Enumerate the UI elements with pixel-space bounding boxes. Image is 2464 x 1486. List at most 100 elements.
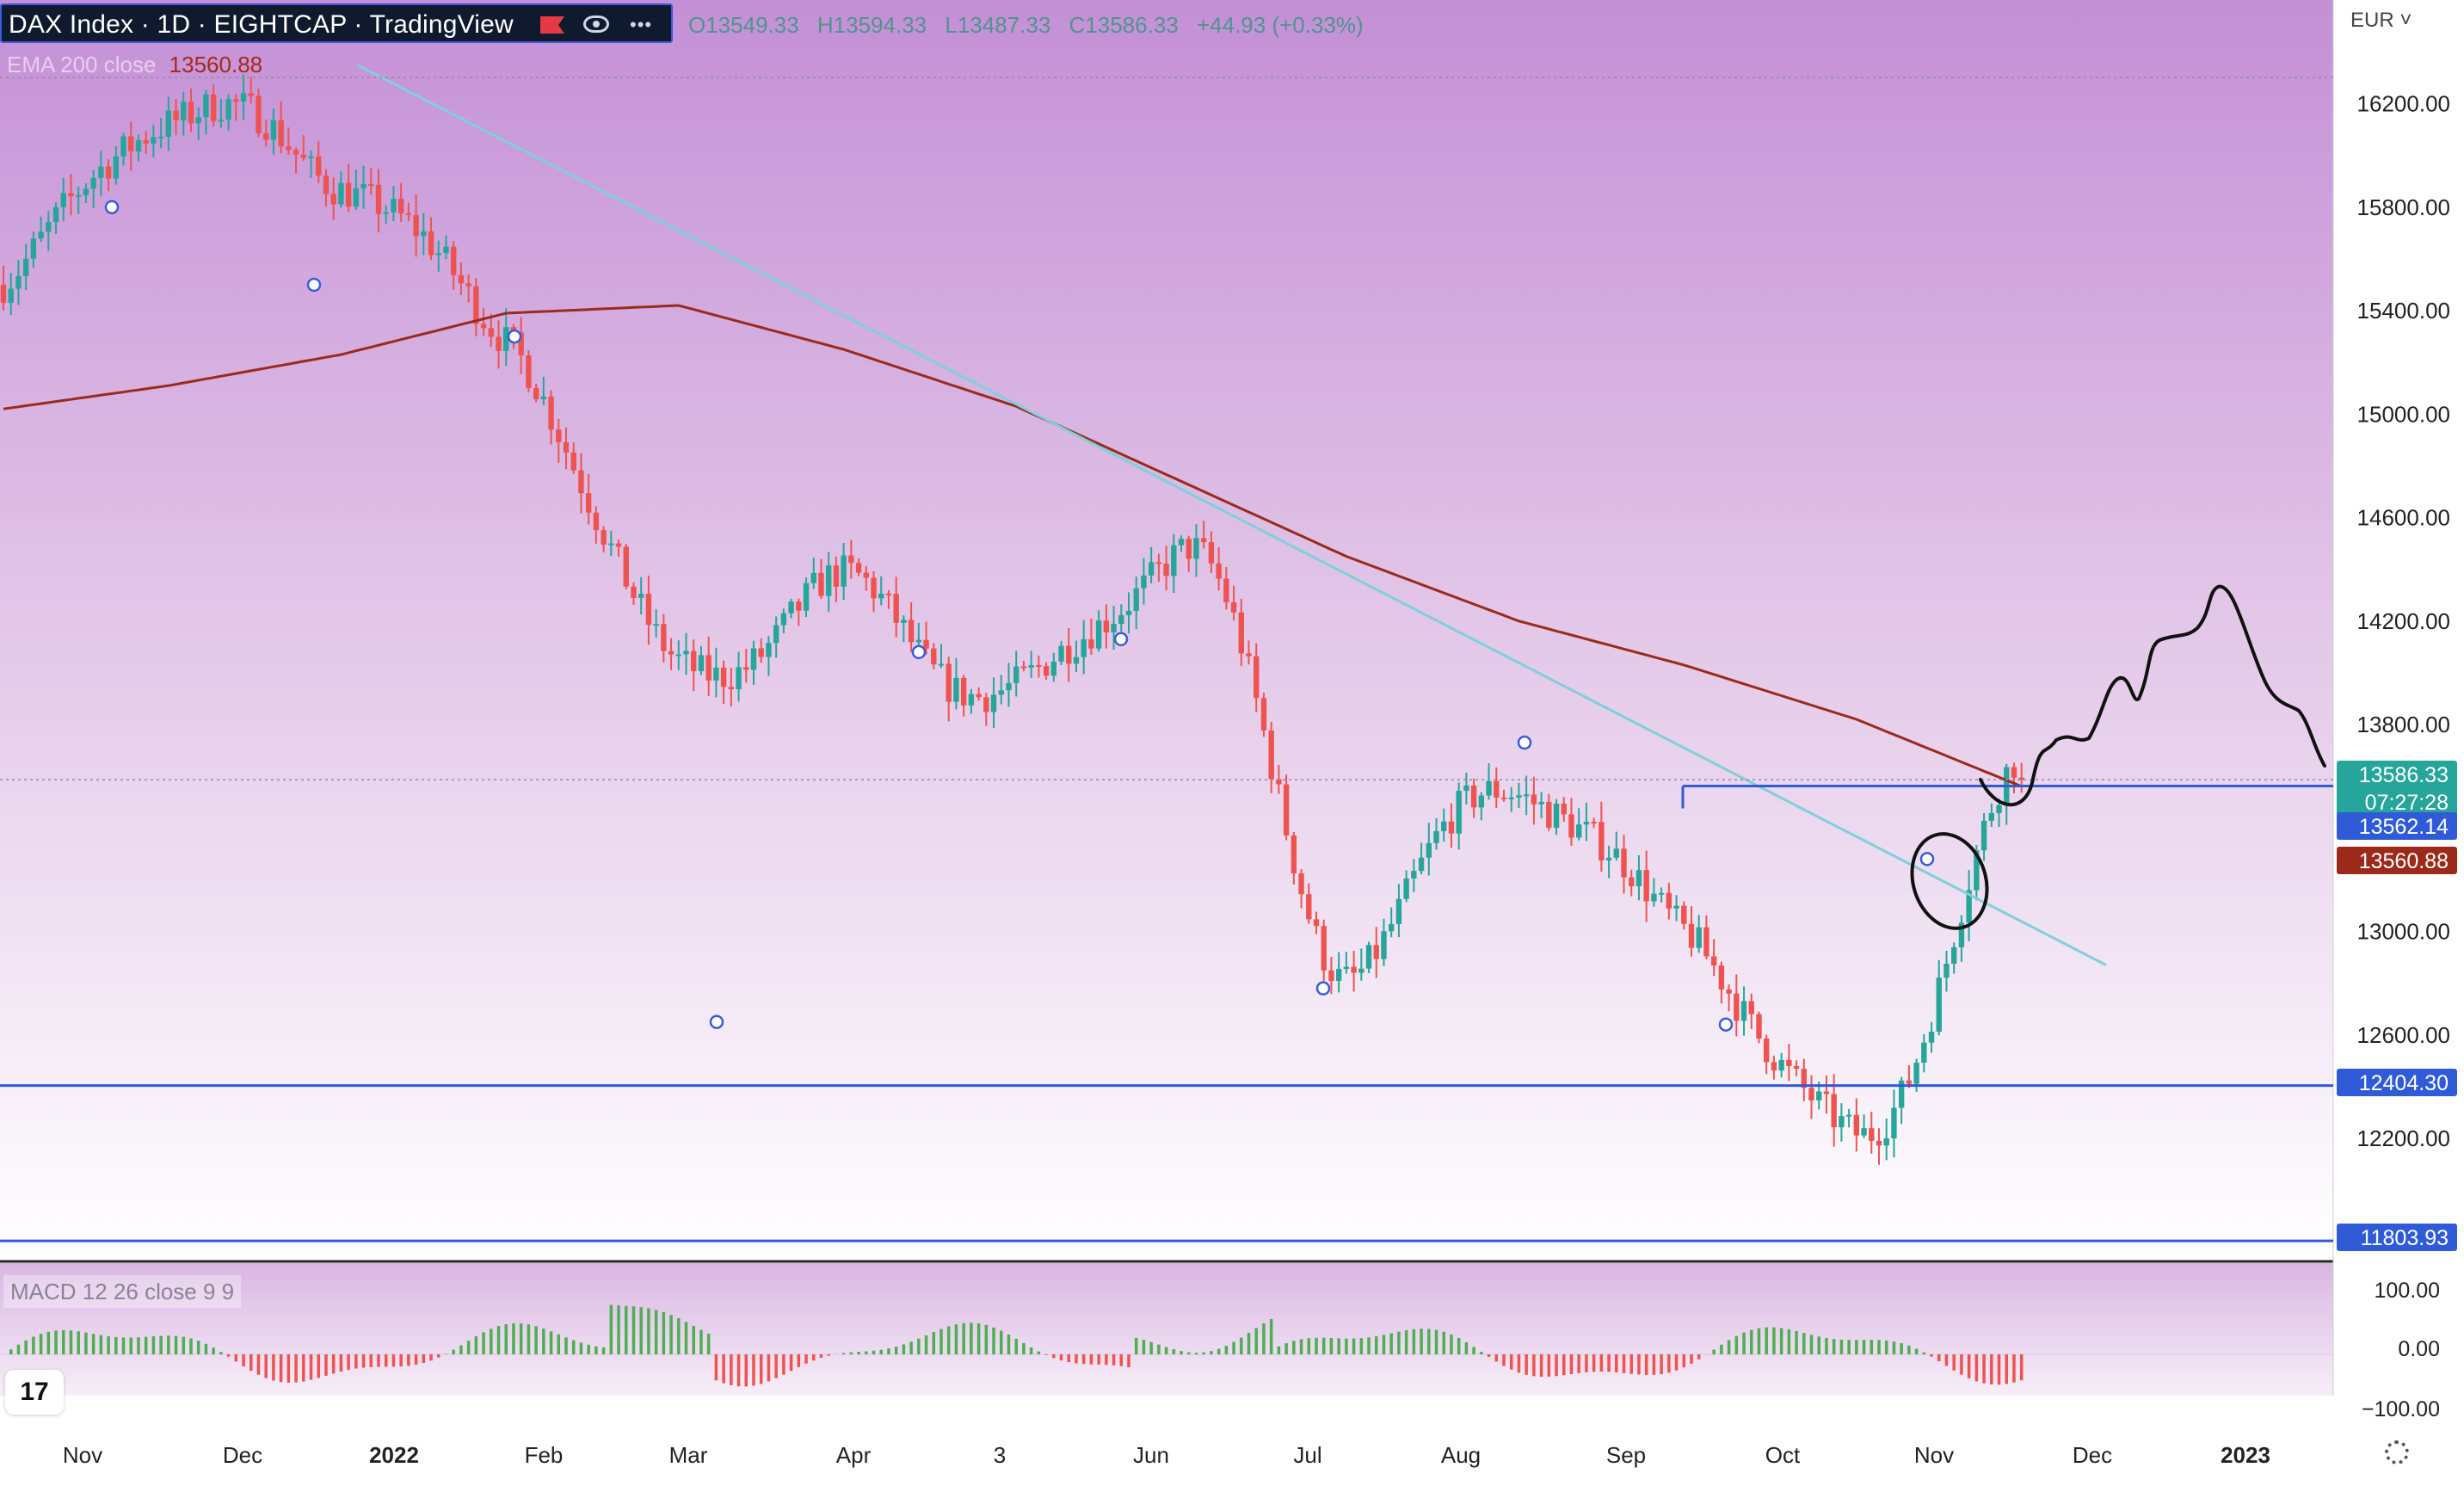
candle-body [593,512,600,531]
candle-body [1658,892,1665,895]
event-marker[interactable] [911,644,927,660]
candle-body [1246,653,1252,657]
candle-body [1816,1091,1822,1101]
time-axis-label: Jun [1133,1442,1169,1468]
candle-body [661,624,667,651]
candle-body [1328,970,1334,982]
candle-body [675,654,681,657]
candle-body [878,593,884,599]
candle-body [526,355,532,388]
event-marker[interactable] [709,1014,724,1029]
candle-body [728,687,735,690]
event-marker[interactable] [1113,632,1129,647]
price-tag-label: 13560.88 [2359,849,2449,873]
more-options-icon[interactable]: ••• [630,14,653,35]
candle-body [1883,1138,1889,1146]
candle-body [1254,656,1260,699]
price-tick-label: 16200.00 [2357,91,2450,117]
candle-body [1673,905,1679,909]
time-axis-label: Jul [1293,1442,1321,1468]
candle-body [841,555,847,587]
price-tag[interactable] [2337,761,2457,816]
candle-body [1635,870,1642,887]
price-tag[interactable] [2337,847,2457,874]
candle-body [1006,682,1012,691]
candle-body [848,555,854,564]
candle-body [1178,539,1185,546]
candle-body [1216,563,1222,579]
flag-icon[interactable] [540,16,564,34]
time-axis-layer: Nov Dec 2022 Feb Mar Apr 3 Jun Jul Aug Sep Oct Nov De… [63,1442,2270,1468]
eye-icon[interactable] [583,15,609,33]
event-marker[interactable] [104,200,120,214]
candle-body [1403,878,1409,899]
time-axis-label: Feb [525,1442,564,1468]
candle-body [938,663,945,666]
candle-body [1500,797,1507,799]
candle-body [653,624,659,626]
time-axis-label: Dec [2073,1442,2112,1468]
candle-body [810,572,816,583]
candle-body [1343,966,1350,970]
candle-body [1373,945,1379,959]
candle-body [1351,966,1357,973]
candle-body [766,643,772,657]
open-value: O13549.33 [688,12,799,38]
candle-body [8,288,14,303]
candle-body [368,184,374,187]
candle-body [1703,927,1709,957]
candle-body [165,110,172,137]
event-marker[interactable] [1919,852,1935,866]
candle-body [1748,1001,1754,1014]
candle-body [1786,1059,1792,1066]
candle-body [1718,965,1725,990]
macd-tick-label: 100.00 [2375,1279,2440,1303]
candle-body [976,694,982,698]
candle-body [533,387,539,400]
candle-body [615,543,622,547]
macd-tick-label: −100.00 [2362,1397,2440,1421]
candle-body [683,651,689,655]
forecast-path-drawing[interactable] [1979,584,2326,807]
candle-body [1013,666,1019,683]
macd-legend[interactable]: MACD 12 26 close 9 9 [3,1275,242,1308]
candle-body [52,207,59,222]
currency-selector[interactable]: EUR ˅ [2350,9,2412,32]
candle-body [563,441,570,453]
candle-body [451,246,457,275]
symbol-legend[interactable]: DAX Index · 1D · EIGHTCAP · TradingView … [0,3,673,43]
event-marker[interactable] [1718,1017,1734,1032]
price-tag[interactable] [2337,1069,2457,1096]
tradingview-logo-icon[interactable]: 17 [5,1370,64,1415]
event-marker[interactable] [507,329,522,344]
candle-body [1081,638,1087,657]
candle-body [240,93,247,102]
ema-legend[interactable]: EMA 200 close 13560.88 [7,52,262,78]
highlight-circle-drawing[interactable] [1900,824,1999,938]
candle-body [1148,562,1155,576]
candle-body [465,283,471,287]
price-tag[interactable] [2337,812,2457,840]
candle-body [1688,923,1695,948]
event-marker[interactable] [1517,735,1532,750]
event-marker[interactable] [306,277,322,293]
candle-body [46,221,52,232]
ema-200-line[interactable] [3,304,2023,788]
candle-body [1621,848,1627,878]
candle-body [1171,545,1177,577]
candle-body [668,651,675,655]
trend-line[interactable] [356,64,2107,966]
candle-body [908,620,915,643]
price-tick-label: 14200.00 [2357,608,2450,634]
candle-body [960,677,967,706]
candle-body [968,694,975,706]
candle-body [128,136,134,152]
event-marker[interactable] [1315,981,1331,996]
candle-body [1508,797,1514,799]
price-tag[interactable] [2337,1224,2457,1251]
gear-icon[interactable] [2385,1440,2409,1464]
candle-body [1553,803,1560,829]
time-axis-label: Apr [836,1442,872,1468]
